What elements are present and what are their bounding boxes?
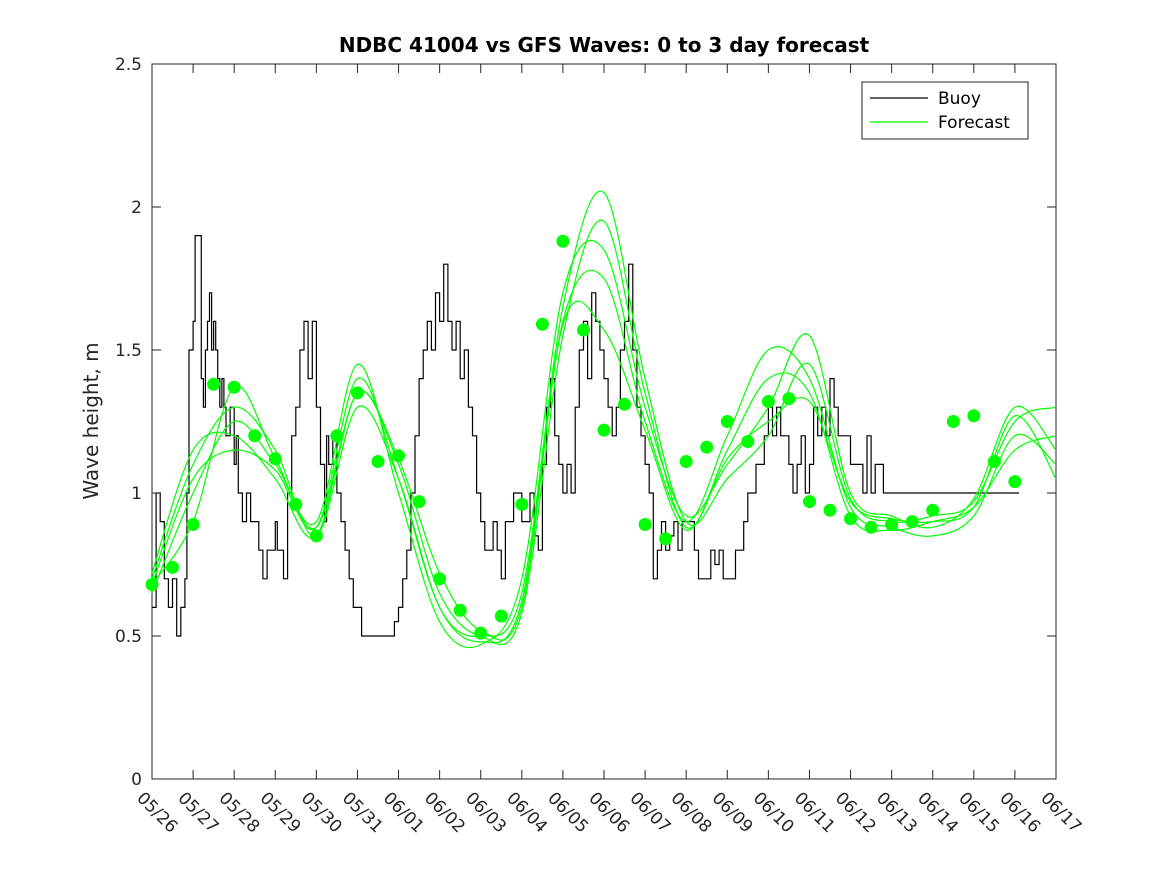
y-tick-label: 1	[131, 484, 142, 504]
forecast-marker	[638, 518, 652, 531]
legend: Buoy Forecast	[861, 81, 1029, 140]
buoy-series-layer	[152, 235, 1019, 637]
chart-title: NDBC 41004 vs GFS Waves: 0 to 3 day fore…	[339, 33, 870, 57]
forecast-marker	[967, 409, 981, 423]
forecast-marker	[761, 395, 775, 408]
y-axis-label: Wave height, m	[79, 342, 103, 499]
forecast-marker	[577, 323, 590, 337]
forecast-marker	[166, 560, 179, 574]
forecast-marker	[618, 397, 631, 411]
forecast-marker	[494, 609, 508, 623]
forecast-marker	[289, 497, 303, 511]
forecast-marker	[905, 515, 919, 529]
y-tick-label: 2	[131, 198, 142, 218]
forecast-marker	[803, 495, 816, 509]
forecast-series-line	[151, 190, 1057, 638]
forecast-marker	[412, 495, 426, 509]
forecast-marker	[351, 386, 364, 400]
y-tick-label: 1.5	[115, 341, 142, 361]
forecast-series-line	[151, 239, 1057, 649]
y-tick-label: 0.5	[115, 627, 142, 647]
forecast-marker	[392, 449, 405, 463]
buoy-series-line	[152, 235, 1019, 637]
forecast-marker	[207, 377, 221, 391]
forecast-series-line	[151, 269, 1057, 644]
forecast-marker	[885, 518, 899, 531]
forecast-marker	[1008, 475, 1022, 489]
forecast-marker	[720, 415, 734, 428]
forecast-marker	[556, 234, 570, 248]
forecast-marker	[145, 578, 159, 591]
forecast-marker	[864, 520, 878, 534]
forecast-marker	[926, 503, 940, 517]
forecast-marker	[186, 518, 200, 531]
forecast-marker	[782, 392, 796, 406]
y-tick-label: 0	[131, 770, 142, 790]
y-tick-label: 2.5	[115, 55, 142, 75]
forecast-marker	[330, 429, 344, 443]
forecast-marker	[268, 452, 282, 466]
forecast-marker	[844, 512, 857, 526]
forecast-markers-layer	[145, 234, 1022, 640]
forecast-marker	[309, 529, 323, 543]
forecast-marker	[597, 423, 611, 437]
forecast-marker	[823, 503, 837, 517]
forecast-marker	[987, 455, 1001, 468]
forecast-marker	[474, 626, 488, 640]
forecast-marker	[741, 435, 755, 448]
forecast-marker	[433, 572, 447, 586]
legend-box	[861, 81, 1029, 140]
forecast-marker	[227, 380, 241, 394]
legend-buoy-label: Buoy	[938, 89, 981, 109]
forecast-marker	[946, 415, 960, 428]
forecast-marker	[679, 455, 693, 468]
forecast-marker	[453, 603, 467, 617]
forecast-marker	[515, 497, 529, 511]
forecast-marker	[248, 429, 262, 443]
forecast-marker	[700, 440, 714, 454]
legend-forecast-label: Forecast	[938, 113, 1010, 133]
forecast-marker	[371, 455, 385, 468]
forecast-marker	[535, 317, 549, 331]
forecast-marker	[659, 532, 673, 546]
